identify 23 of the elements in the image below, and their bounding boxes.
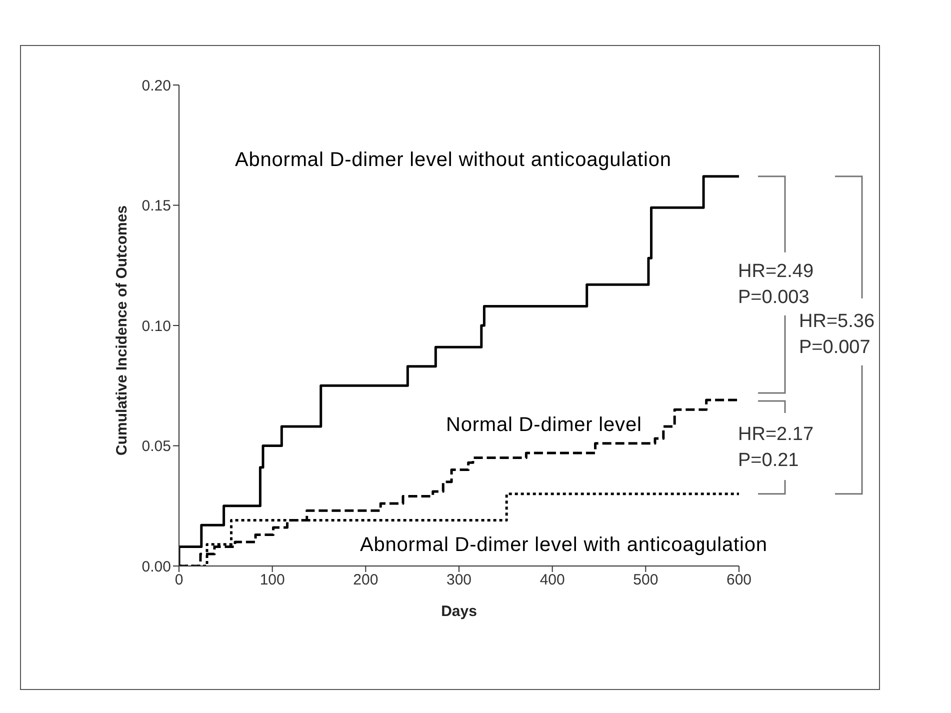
text: HR=5.36 [799, 310, 875, 334]
y-axis-title: Cumulative Incidence of Outcomes [113, 205, 130, 456]
x-tick-label: 100 [260, 572, 285, 589]
x-tick-label: 400 [540, 572, 565, 589]
series-label: Abnormal D-dimer level with anticoagulation [360, 534, 768, 557]
x-tick-label: 500 [633, 572, 658, 589]
y-tick-label: 0.05 [142, 438, 171, 456]
text: P=0.007 [799, 336, 870, 360]
y-tick-label: 0.15 [142, 198, 171, 215]
annotation: P=0.003 [738, 286, 810, 310]
y-tick-label: 0.20 [142, 77, 171, 94]
x-axis-title: Days [441, 603, 477, 620]
x-tick-label: 300 [446, 572, 472, 589]
x-tick-label: 200 [353, 572, 378, 589]
y-tick-label: 0.10 [142, 318, 171, 335]
series-label: Abnormal D-dimer level without anticoagulation [235, 149, 672, 172]
annotation: HR=2.17 [738, 423, 814, 447]
annotation: P=0.21 [738, 449, 799, 473]
series-label: Normal D-dimer level [446, 414, 642, 437]
x-tick-label: 600 [726, 572, 752, 589]
x-tick-label: 0 [174, 572, 184, 589]
y-tick-label: 0.00 [142, 558, 171, 576]
annotation: HR=2.49 [738, 260, 814, 284]
